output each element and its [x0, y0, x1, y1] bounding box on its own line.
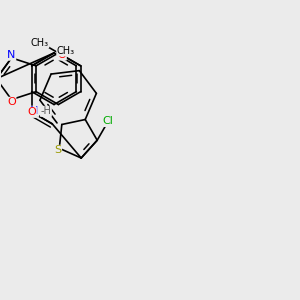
- Text: O: O: [58, 50, 66, 60]
- Text: Cl: Cl: [103, 116, 113, 126]
- Text: O: O: [7, 97, 16, 107]
- Text: S: S: [54, 145, 61, 155]
- Text: N: N: [30, 106, 39, 116]
- Text: -H: -H: [40, 106, 51, 116]
- Text: N: N: [7, 50, 16, 60]
- Text: O: O: [28, 107, 36, 117]
- Text: CH₃: CH₃: [57, 46, 75, 56]
- Text: CH₃: CH₃: [31, 38, 49, 48]
